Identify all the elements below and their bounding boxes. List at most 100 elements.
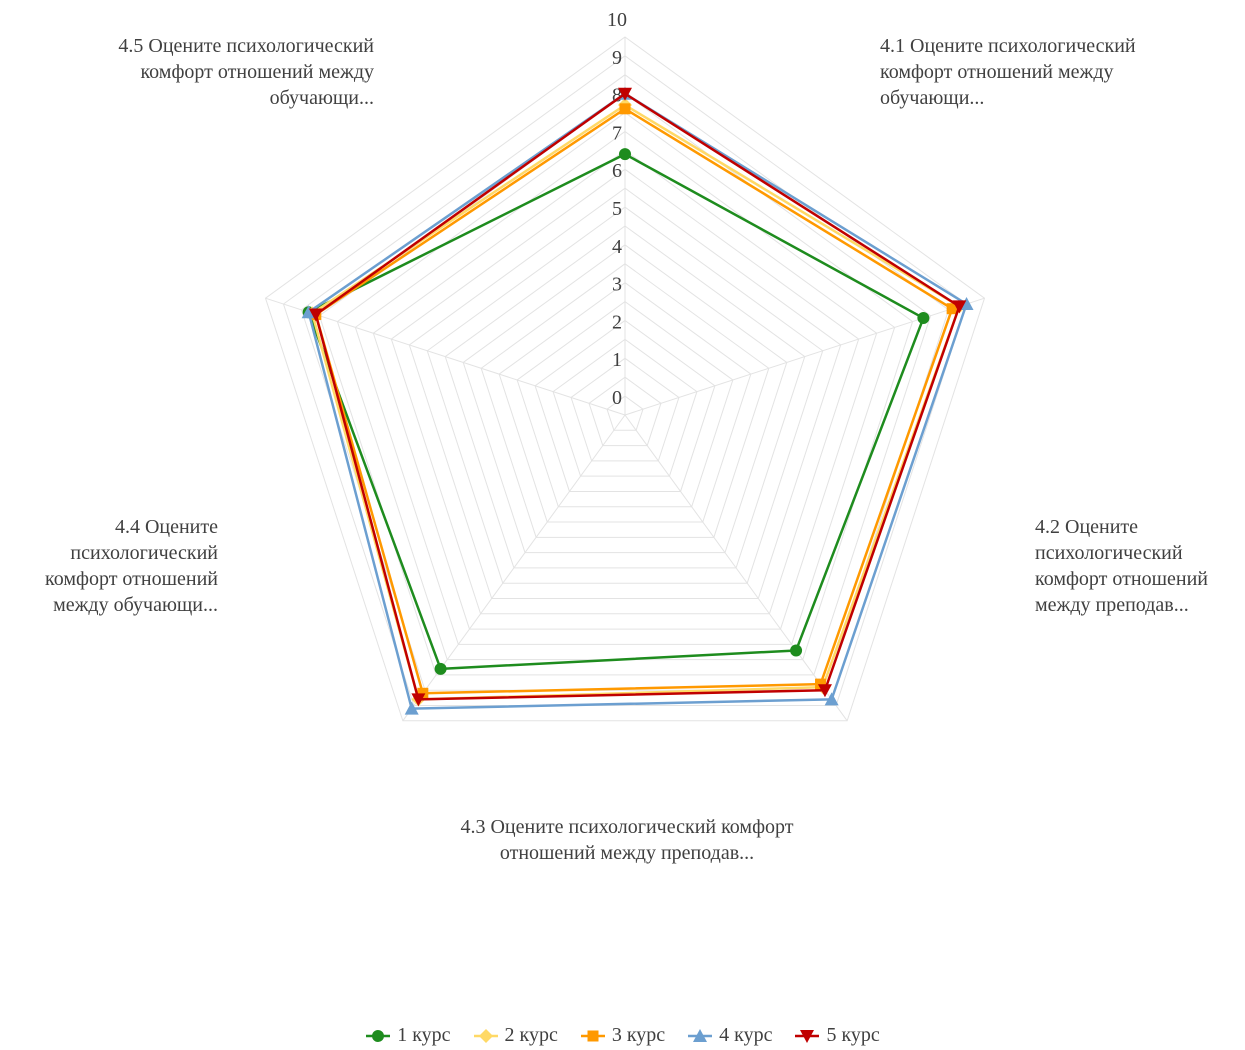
grid-ring xyxy=(390,168,860,615)
category-label-line: комфорт отношений между xyxy=(140,61,374,83)
category-label-line: между обучающи... xyxy=(53,594,218,616)
grid-spoke xyxy=(624,414,848,722)
grid-ring xyxy=(552,338,698,477)
grid-ring xyxy=(354,130,896,645)
legend-marker-icon xyxy=(688,1028,713,1042)
tick-label: 2 xyxy=(612,311,622,333)
grid-ring xyxy=(408,187,842,599)
tick-label: 4 xyxy=(612,236,622,258)
tick-label: 3 xyxy=(612,274,622,296)
tick-label: 10 xyxy=(607,9,627,31)
data-point xyxy=(404,701,419,715)
category-label-line: комфорт отношений xyxy=(45,568,218,590)
tick-label: 7 xyxy=(612,122,622,144)
category-label: 4.2 Оцените психологический комфорт отноше… xyxy=(1035,514,1245,618)
legend: 1 курс 2 курс 3 курс 4 курс 5 курс xyxy=(0,1024,1245,1047)
radial-tick-labels: 0 1 2 3 4 5 6 7 8 9 10 xyxy=(607,9,627,409)
category-label-line: между преподав... xyxy=(1035,594,1189,616)
data-point xyxy=(587,1030,599,1041)
data-point xyxy=(917,312,930,325)
grid-ring xyxy=(300,74,950,691)
series-2-курс xyxy=(305,98,967,707)
legend-item: 2 курс xyxy=(473,1024,558,1047)
grid-ring xyxy=(588,376,662,447)
data-point xyxy=(619,148,631,161)
tick-label: 8 xyxy=(612,85,622,107)
series-line xyxy=(307,152,925,671)
category-label-line: обучающи... xyxy=(880,87,985,109)
grid-spoke xyxy=(624,297,985,416)
category-label-line: 4.1 Оцените психологический xyxy=(880,35,1136,57)
legend-marker-icon xyxy=(795,1029,820,1043)
legend-marker-icon xyxy=(580,1030,605,1041)
series-5-курс xyxy=(308,87,967,707)
grid-ring xyxy=(480,263,770,538)
radar-grid xyxy=(264,36,986,722)
category-label-line: 4.3 Оцените психологический комфорт xyxy=(460,816,794,838)
data-point xyxy=(959,297,974,311)
tick-label: 9 xyxy=(612,47,622,69)
category-label: 4.1 Оцените психологический комфорт отнош… xyxy=(880,33,1210,111)
category-label-line: 4.2 Оцените xyxy=(1035,516,1139,538)
legend-label: 2 курс xyxy=(504,1024,558,1046)
category-label-line: отношений между преподав... xyxy=(499,842,755,864)
data-point xyxy=(824,692,839,706)
legend-item: 4 курс xyxy=(687,1024,772,1047)
category-label: 4.3 Оцените психологический комфорт отнош… xyxy=(377,814,877,866)
data-point xyxy=(372,1029,385,1042)
data-point xyxy=(790,644,803,657)
legend-marker-icon xyxy=(473,1028,498,1043)
series-line xyxy=(307,92,968,710)
data-point xyxy=(817,684,832,698)
legend-marker-icon xyxy=(366,1029,391,1042)
category-label: 4.4 Оцените психологический комфорт отноше… xyxy=(10,514,218,618)
data-point xyxy=(618,87,632,101)
data-point xyxy=(946,303,958,315)
data-point xyxy=(478,1028,493,1043)
grid-ring xyxy=(516,300,734,508)
category-label-line: комфорт отношений xyxy=(1035,568,1208,590)
tick-label: 1 xyxy=(612,349,622,371)
grid-ring xyxy=(606,395,644,431)
grid-ring xyxy=(570,357,680,462)
data-point xyxy=(434,662,447,675)
category-label-line: 4.5 Оцените психологический xyxy=(118,35,374,57)
grid-ring xyxy=(444,225,806,569)
data-point xyxy=(800,1029,815,1043)
category-label-line: обучающи... xyxy=(269,87,374,109)
tick-label: 6 xyxy=(612,160,622,182)
data-point xyxy=(308,308,323,322)
legend-item: 3 курс xyxy=(580,1024,665,1047)
data-point xyxy=(301,305,316,319)
data-point xyxy=(693,1028,708,1042)
grid-spoke xyxy=(265,297,626,416)
category-label-line: комфорт отношений между xyxy=(880,61,1114,83)
grid-ring xyxy=(264,36,986,722)
data-point xyxy=(411,693,426,707)
tick-label: 5 xyxy=(612,198,622,220)
series-lines xyxy=(301,86,974,715)
grid-ring xyxy=(372,149,878,630)
data-point xyxy=(952,300,967,314)
tick-label: 0 xyxy=(612,387,622,409)
legend-label: 5 курс xyxy=(826,1024,880,1046)
series-3-курс xyxy=(310,103,958,699)
series-line xyxy=(314,107,954,695)
category-label: 4.5 Оцените психологический комфорт отнош… xyxy=(40,33,374,111)
legend-item: 1 курс xyxy=(365,1024,451,1047)
series-line xyxy=(314,92,961,701)
category-label-line: 4.4 Оцените xyxy=(114,516,218,538)
grid-ring xyxy=(462,244,788,554)
legend-item: 5 курс xyxy=(794,1024,880,1047)
data-point xyxy=(815,678,827,690)
legend-label: 4 курс xyxy=(719,1024,773,1046)
grid-ring xyxy=(282,55,968,707)
data-point xyxy=(619,103,631,115)
grid-ring xyxy=(426,206,824,584)
grid-ring xyxy=(534,319,716,492)
series-1-курс xyxy=(302,148,930,675)
data-point xyxy=(417,687,429,699)
category-label-line: психологический xyxy=(1035,542,1183,564)
legend-label: 1 курс xyxy=(397,1024,451,1046)
